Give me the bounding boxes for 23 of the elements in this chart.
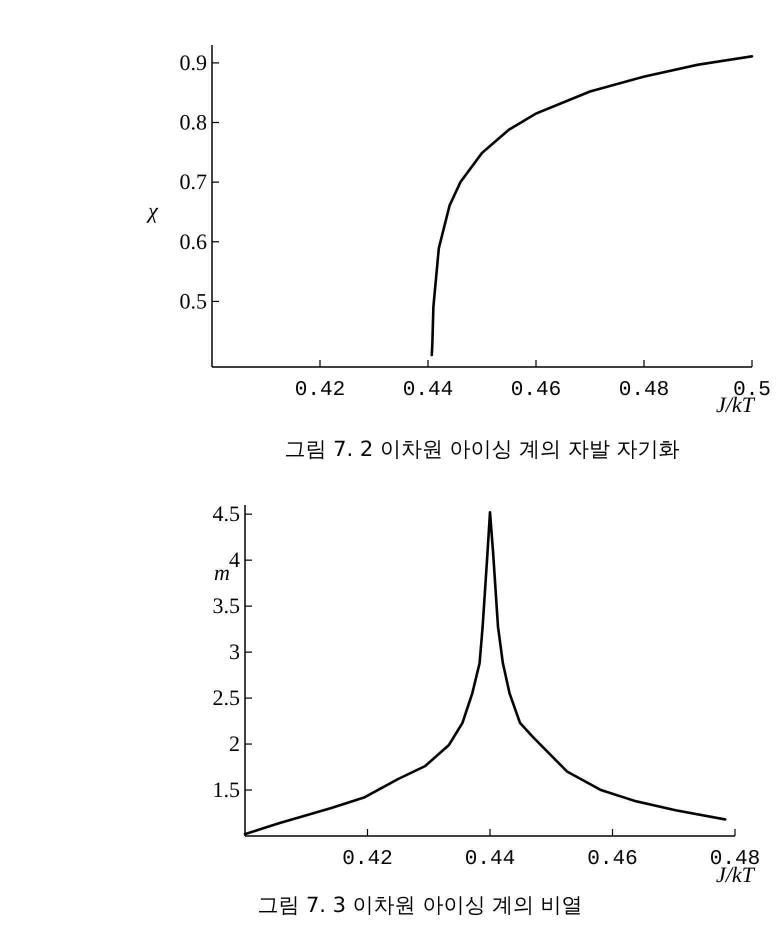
y-tick-label: 4.5 <box>212 501 240 526</box>
y-tick-label: 0.6 <box>180 228 207 254</box>
y-tick-label: 2 <box>229 731 240 756</box>
y-tick-label: 4 <box>229 547 240 572</box>
y-tick-label: 3 <box>229 639 240 664</box>
y-tick-label: 3.5 <box>212 593 240 618</box>
y-tick-label: 2.5 <box>212 685 240 710</box>
y-tick-label: 0.5 <box>180 288 207 314</box>
y-tick-label: 0.8 <box>180 110 207 135</box>
x-tick-label: 0.46 <box>510 379 562 402</box>
x-tick-label: 0.44 <box>402 379 454 402</box>
x-tick-label: 0.48 <box>618 379 670 402</box>
x-tick-label: 0.44 <box>464 848 516 871</box>
y-axis-title: χ <box>146 198 160 223</box>
y-tick-label: 0.7 <box>180 169 207 194</box>
caption: 그림 7. 3 이차원 아이싱 계의 비열 <box>257 893 583 917</box>
y-axis-title: m <box>214 560 230 585</box>
y-tick-label: 1.5 <box>212 777 240 802</box>
x-tick-label: 0.46 <box>587 848 638 871</box>
x-tick-label: 0.42 <box>342 848 393 871</box>
caption: 그림 7. 2 이차원 아이싱 계의 자발 자기화 <box>284 437 680 461</box>
y-tick-label: 0.9 <box>180 50 207 75</box>
x-tick-label: 0.42 <box>294 379 346 402</box>
